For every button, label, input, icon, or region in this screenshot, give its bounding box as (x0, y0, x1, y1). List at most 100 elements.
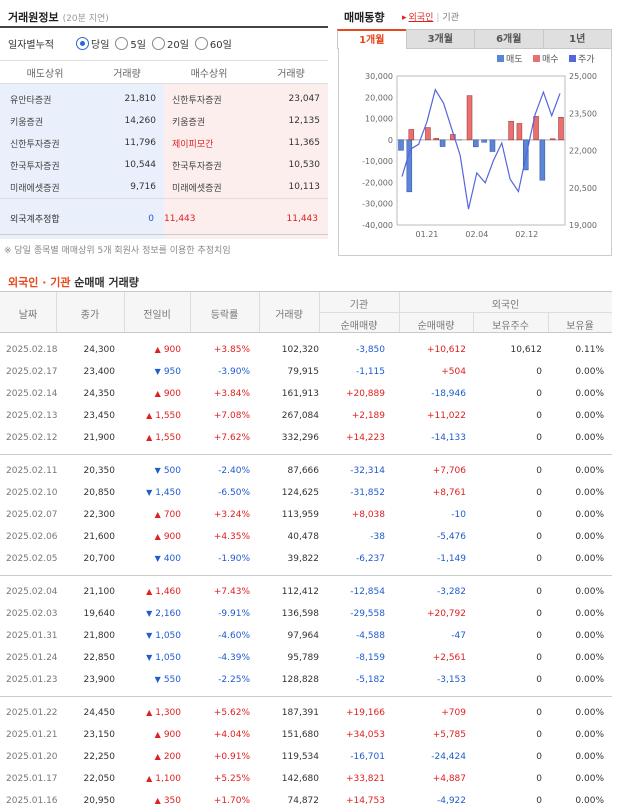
legend-swatch (533, 55, 540, 62)
divider (548, 312, 549, 332)
cell-rate: -4.39% (218, 647, 250, 669)
cell-inst: +8,038 (352, 504, 385, 526)
divider (259, 292, 260, 332)
cell-rate: +5.62% (214, 702, 250, 724)
trend-period-tabs: 1개월 3개월 6개월 1년 (338, 29, 612, 49)
broker-name[interactable]: 신한투자증권 (0, 137, 90, 150)
cell-vol: 124,625 (282, 482, 319, 504)
estimate-note: ※ 당일 종목별 매매상위 5개 회원사 정보를 이용한 추정치임 (4, 243, 231, 256)
broker-name[interactable]: 키움증권 (164, 115, 254, 128)
cell-ratio: 0.00% (575, 504, 604, 526)
cell-hold: 0 (536, 702, 542, 724)
foreign-estimate-label: 외국계추정합 (0, 212, 90, 225)
broker-name[interactable]: 미래에셋증권 (164, 181, 254, 194)
cell-rate: +3.24% (214, 504, 250, 526)
cell-forn: +10,612 (427, 339, 466, 361)
tab-3m[interactable]: 3개월 (406, 29, 476, 49)
triangle-down-icon: ▼ (146, 631, 152, 640)
broker-name[interactable]: 신한투자증권 (164, 93, 254, 106)
link-foreign[interactable]: 외국인 (409, 13, 434, 23)
header-buy-top: 매수상위 (164, 65, 254, 80)
triangle-up-icon: ▲ (155, 532, 161, 541)
triangle-down-icon: ▼ (146, 488, 152, 497)
tab-6m[interactable]: 6개월 (474, 29, 544, 49)
bar-buy (517, 123, 522, 139)
cell-price: 22,850 (84, 647, 116, 669)
period-radio-5d[interactable]: 5일 (115, 36, 146, 51)
change-value: 200 (164, 752, 181, 762)
change-value: 1,550 (155, 433, 181, 443)
cell-chg: ▲1,550 (146, 405, 181, 427)
legend-label: 주가 (578, 54, 595, 65)
broker-name[interactable]: 한국투자증권 (0, 159, 90, 172)
broker-volume: 10,113 (254, 182, 320, 192)
cell-ratio: 0.00% (575, 746, 604, 768)
cell-hold: 0 (536, 669, 542, 691)
broker-volume: 11,365 (254, 138, 320, 148)
radio-dot-icon (152, 37, 165, 50)
triangle-up-icon: ▲ (146, 411, 152, 420)
link-institution[interactable]: 기관 (442, 13, 459, 23)
cell-chg: ▼1,450 (146, 482, 181, 504)
triangle-up-icon: ▲ (155, 345, 161, 354)
cell-date: 2025.01.20 (6, 746, 58, 768)
period-radio-20d[interactable]: 20일 (152, 36, 189, 51)
period-label: 일자별누적 (8, 36, 54, 51)
cell-price: 22,300 (84, 504, 116, 526)
bar-sell (407, 140, 412, 192)
cell-inst: +14,223 (346, 427, 385, 449)
change-value: 900 (164, 532, 181, 542)
cell-price: 19,640 (84, 603, 116, 625)
header-sell-volume: 거래량 (90, 65, 164, 80)
y-left-tick-label: -40,000 (362, 221, 393, 230)
broker-name[interactable]: 한국투자증권 (164, 159, 254, 172)
cell-forn: -18,946 (431, 383, 466, 405)
broker-name[interactable]: 유안타증권 (0, 93, 90, 106)
broker-volume: 12,135 (254, 116, 320, 126)
triangle-up-icon: ▲ (155, 510, 161, 519)
cell-price: 23,400 (84, 361, 116, 383)
cell-ratio: 0.00% (575, 790, 604, 812)
cell-hold: 0 (536, 581, 542, 603)
period-radio-today[interactable]: 당일 (76, 36, 109, 51)
legend-label: 매도 (506, 54, 523, 65)
cell-vol: 112,412 (282, 581, 319, 603)
bar-sell (490, 140, 495, 152)
cell-forn: +8,761 (433, 482, 466, 504)
cell-rate: -2.25% (218, 669, 250, 691)
broker-name[interactable]: 제이피모간 (164, 137, 254, 150)
cell-vol: 142,680 (282, 768, 319, 790)
change-value: 350 (164, 796, 181, 806)
daily-title-rest: 순매매 거래량 (70, 276, 138, 289)
cell-inst: -32,314 (350, 460, 385, 482)
cell-date: 2025.02.13 (6, 405, 58, 427)
cell-ratio: 0.00% (575, 669, 604, 691)
broker-name[interactable]: 키움증권 (0, 115, 90, 128)
change-value: 900 (164, 345, 181, 355)
bar-sell (399, 140, 404, 150)
cell-rate: +5.25% (214, 768, 250, 790)
period-radio-60d[interactable]: 60일 (195, 36, 232, 51)
cell-chg: ▲1,300 (146, 702, 181, 724)
divider (190, 292, 191, 332)
tab-1y[interactable]: 1년 (543, 29, 613, 49)
cell-date: 2025.02.03 (6, 603, 58, 625)
tab-1m[interactable]: 1개월 (337, 29, 407, 49)
broker-name[interactable]: 미래에셋증권 (0, 181, 90, 194)
cell-ratio: 0.00% (575, 526, 604, 548)
cell-vol: 187,391 (282, 702, 319, 724)
triangle-up-icon: ▲ (146, 708, 152, 717)
x-tick-label: 01.21 (415, 230, 438, 239)
divider (124, 292, 125, 332)
cell-inst: -5,182 (356, 669, 385, 691)
cell-ratio: 0.00% (575, 625, 604, 647)
